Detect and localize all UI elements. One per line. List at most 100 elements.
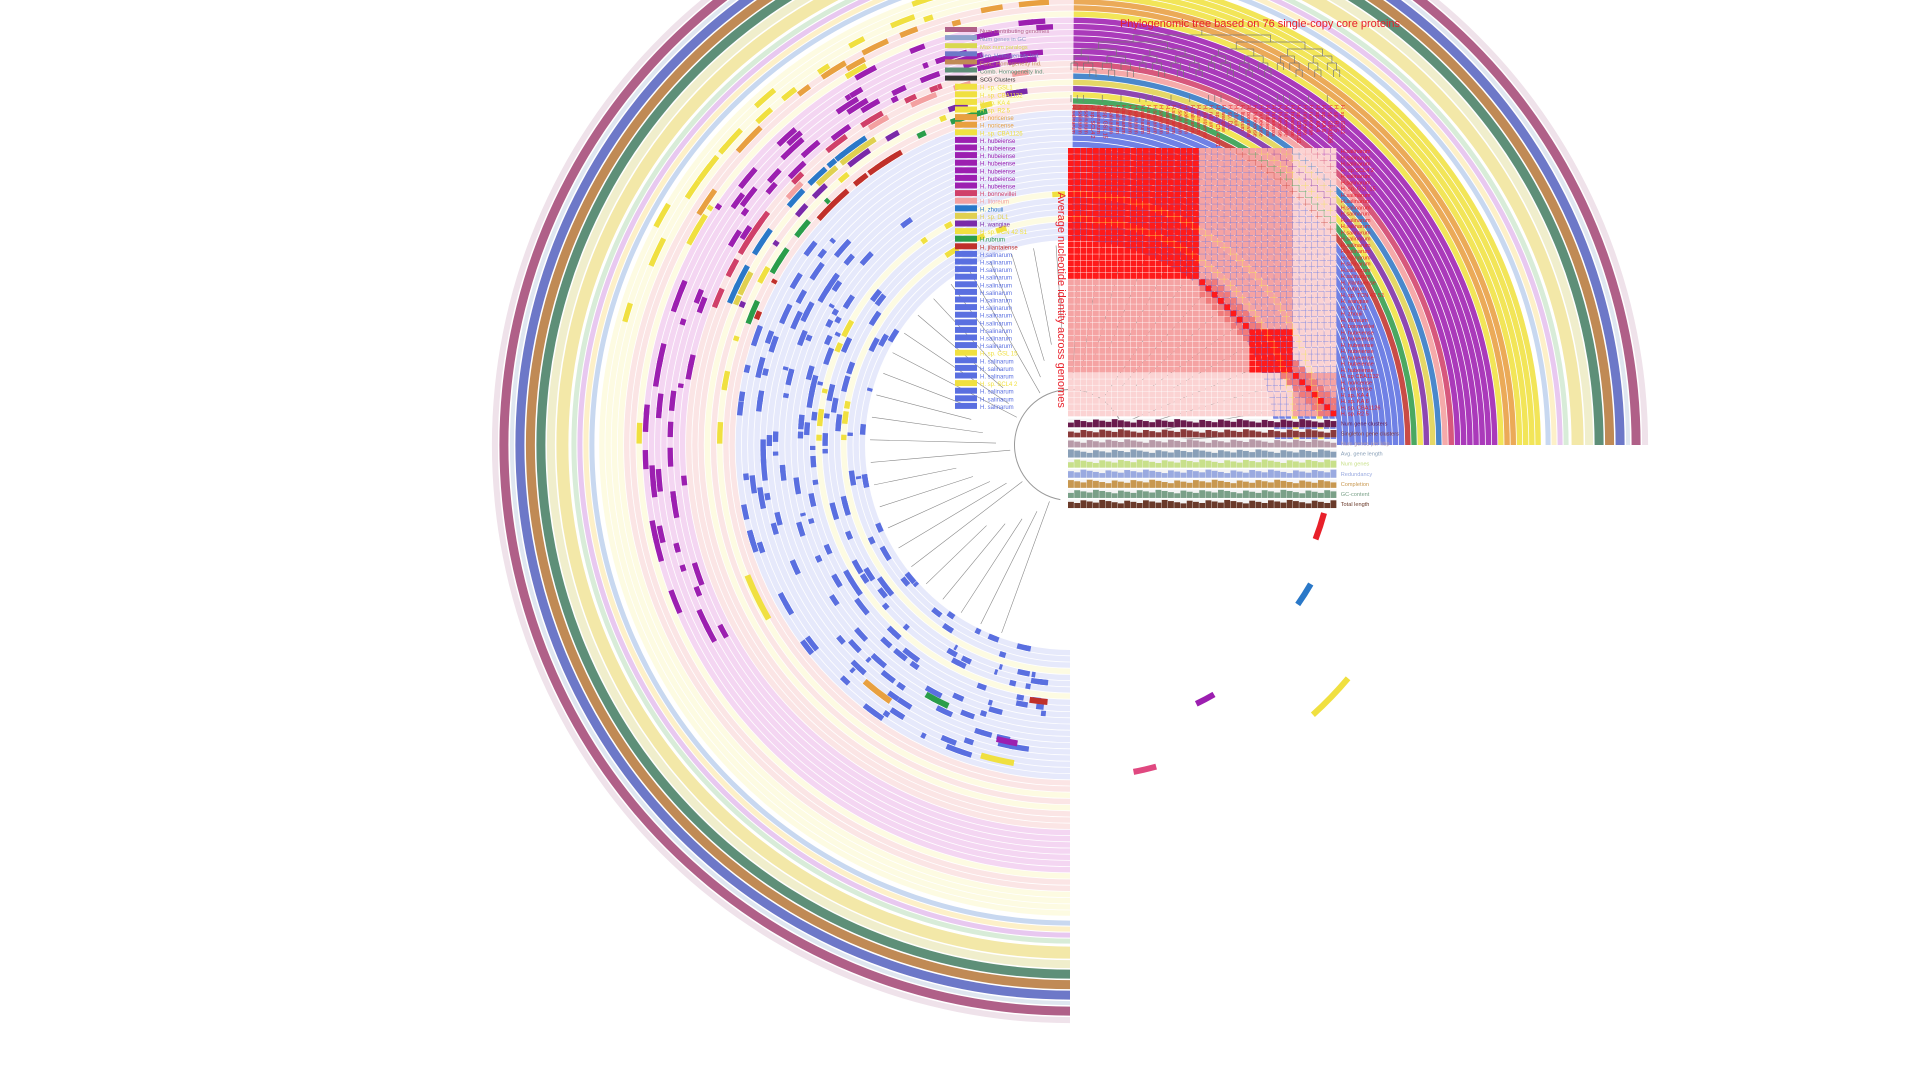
ani-cell [1186,229,1193,236]
ani-cell [1186,285,1193,292]
ani-row-label: H. hubeiense [1341,337,1374,343]
ani-cell [1068,404,1074,411]
ani-cell [1299,248,1306,254]
ani-cell [1311,166,1318,173]
ani-cell [1286,310,1293,317]
ani-cell [1086,316,1093,323]
gene-presence-mark [797,329,808,347]
ani-cell [1211,329,1218,336]
ani-cell [1105,316,1112,323]
ani-cell [1318,279,1324,286]
gene-presence-mark [823,347,835,366]
ani-cell [1199,385,1206,392]
ani-cell [1111,173,1118,179]
ani-cell [1186,210,1193,217]
ani-cell [1099,229,1106,236]
ani-cell [1236,173,1243,179]
ani-cell [1093,285,1099,292]
ani-cell [1080,235,1087,242]
ani-cell [1280,179,1287,186]
ani-cell [1224,204,1231,211]
ani-cell [1218,366,1224,373]
bar-mark [1068,462,1074,468]
gene-presence-mark [703,623,718,643]
ani-cell [1236,216,1243,223]
ani-cell [1143,191,1149,198]
ani-cell [1149,335,1156,342]
ani-cell [1205,248,1212,254]
ani-cell [1099,285,1106,292]
ani-cell [1180,260,1187,267]
ani-cell [1130,185,1137,192]
ani-cell [1230,160,1237,167]
ani-row-label: H.salinarum [1341,249,1371,255]
bar-layer-label: Total length [1341,502,1370,508]
ani-cell [1111,273,1118,279]
ani-cell [1093,179,1099,186]
gene-presence-mark [738,300,746,309]
ani-cell [1249,366,1256,373]
ani-cell [1211,316,1218,323]
ani-cell [1118,316,1124,323]
ani-cell [1318,204,1324,211]
ani-cell [1186,316,1193,323]
bar-mark [1074,441,1081,448]
ani-cell [1218,323,1224,329]
ani-cell [1193,185,1199,192]
ani-cell [1280,391,1287,398]
ani-cell [1180,279,1187,286]
ani-cell [1086,291,1093,298]
ani-cell [1099,191,1106,198]
ani-cell [1205,329,1212,336]
gene-presence-mark [839,156,850,166]
gene-presence-mark [911,0,927,7]
bar-mark [1224,490,1231,498]
ani-cell [1186,291,1193,298]
ani-cell [1230,285,1237,292]
ani-cell [1186,304,1193,311]
ani-cell [1243,404,1249,411]
bar-mark [1205,460,1212,468]
ani-cell [1236,154,1243,161]
ani-cell [1168,223,1174,229]
legend-label: H. sp. GSL 15 [980,352,1018,358]
gene-presence-mark [766,434,773,446]
tree-leaf-label: H.salinarum [1139,105,1145,134]
legend-swatch [955,395,977,402]
bin-arc [924,691,950,709]
ani-cell [1186,241,1193,248]
gene-presence-mark [846,361,856,375]
ani-cell [1299,216,1306,223]
ani-cell [1093,273,1099,279]
ani-cell [1124,285,1131,292]
gene-presence-mark [844,93,852,102]
ani-cell [1299,335,1306,342]
bar-mark [1136,481,1143,488]
gene-presence-mark [971,29,1000,41]
ani-cell [1193,391,1199,398]
ani-cell [1236,404,1243,411]
ani-cell [1143,310,1149,317]
ani-cell [1324,391,1331,398]
bar-mark [1080,491,1087,498]
ani-cell [1105,166,1112,173]
ani-cell [1249,316,1256,323]
gene-presence-mark [785,369,795,386]
ani-cell [1218,191,1224,198]
bar-mark [1324,419,1331,428]
ani-cell [1155,391,1162,398]
bar-mark [1143,469,1149,478]
ani-cell [1174,360,1181,367]
ani-cell [1311,291,1318,298]
ani-cell [1186,254,1193,261]
ani-cell [1093,298,1099,304]
legend-label: H. sp. GSL1 [980,86,1013,92]
bar-mark [1286,499,1293,509]
ani-cell [1149,279,1156,286]
ani-cell [1093,398,1099,404]
ani-cell [1143,348,1149,354]
ani-cell [1068,216,1074,223]
bar-mark [1324,441,1331,448]
ani-cell [1124,360,1131,367]
bar-mark [1236,502,1243,509]
